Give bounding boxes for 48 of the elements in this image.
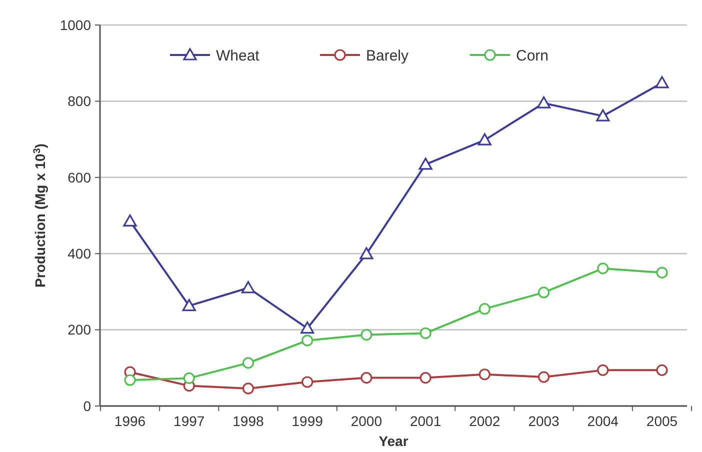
point — [242, 382, 254, 394]
y-tick-label: 400 — [68, 246, 92, 262]
point — [360, 372, 372, 384]
y-tick-label: 600 — [68, 169, 92, 186]
x-tick-label: 1996 — [114, 413, 146, 429]
y-tick-label: 0 — [83, 398, 92, 414]
x-tick-label: 2003 — [528, 413, 560, 429]
point — [302, 376, 314, 388]
x-tick-label: 1998 — [232, 413, 264, 429]
point — [478, 303, 490, 315]
point — [656, 266, 668, 278]
x-tick-label: 1997 — [174, 413, 205, 429]
point — [302, 334, 314, 346]
point — [538, 286, 550, 298]
y-tick-label: 200 — [68, 322, 92, 338]
x-tick-label: 2004 — [587, 413, 619, 429]
point — [420, 327, 432, 340]
point — [478, 133, 492, 146]
y-tick-label: 1000 — [60, 16, 92, 33]
point — [478, 368, 490, 380]
x-tick-label: 2002 — [469, 413, 500, 429]
point — [182, 298, 196, 312]
point — [360, 328, 372, 341]
legend-label: Corn — [516, 47, 549, 64]
point — [242, 357, 254, 369]
point — [300, 321, 314, 334]
point — [597, 364, 609, 376]
y-tick-label: 800 — [68, 93, 92, 110]
legend-label: Wheat — [216, 47, 260, 64]
point — [596, 109, 610, 122]
x-tick-label: 1999 — [292, 413, 324, 429]
point — [123, 214, 137, 227]
x-tick-label: 2001 — [410, 413, 442, 429]
point — [360, 247, 374, 260]
point — [536, 96, 551, 108]
x-tick-label: 2000 — [350, 413, 382, 429]
point — [241, 281, 256, 294]
legend-label: Barely — [366, 47, 410, 64]
point — [656, 364, 668, 376]
point — [538, 371, 550, 383]
x-tick-label: 2005 — [646, 413, 678, 429]
point — [597, 262, 609, 274]
x-axis-title: Year — [378, 433, 409, 449]
point — [124, 374, 136, 386]
point — [183, 372, 195, 384]
point — [418, 158, 432, 170]
point — [655, 76, 669, 88]
point — [420, 372, 432, 384]
